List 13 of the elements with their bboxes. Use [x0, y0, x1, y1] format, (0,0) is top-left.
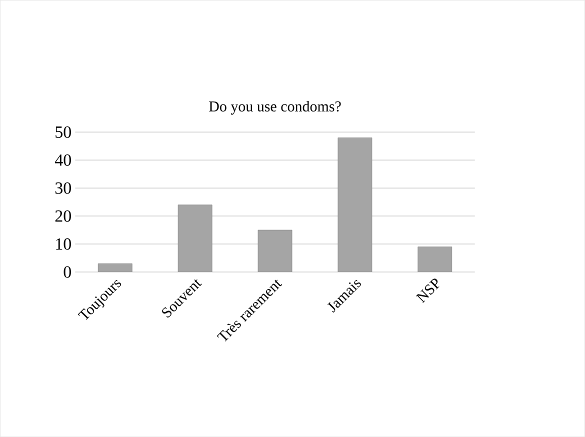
y-tick-label: 0 [64, 266, 71, 278]
bar [338, 137, 372, 272]
chart-title: Do you use condoms? [209, 100, 341, 115]
x-tick-label: NSP [416, 278, 440, 304]
bar [418, 246, 452, 272]
y-tick-label: 40 [54, 154, 71, 166]
y-tick-label: 10 [56, 238, 71, 250]
bar [98, 263, 132, 272]
y-tick-label: 50 [56, 126, 71, 138]
y-tick-label: 30 [55, 182, 71, 194]
y-tick-label: 20 [55, 210, 71, 222]
bar [258, 230, 292, 272]
bar [178, 204, 212, 272]
